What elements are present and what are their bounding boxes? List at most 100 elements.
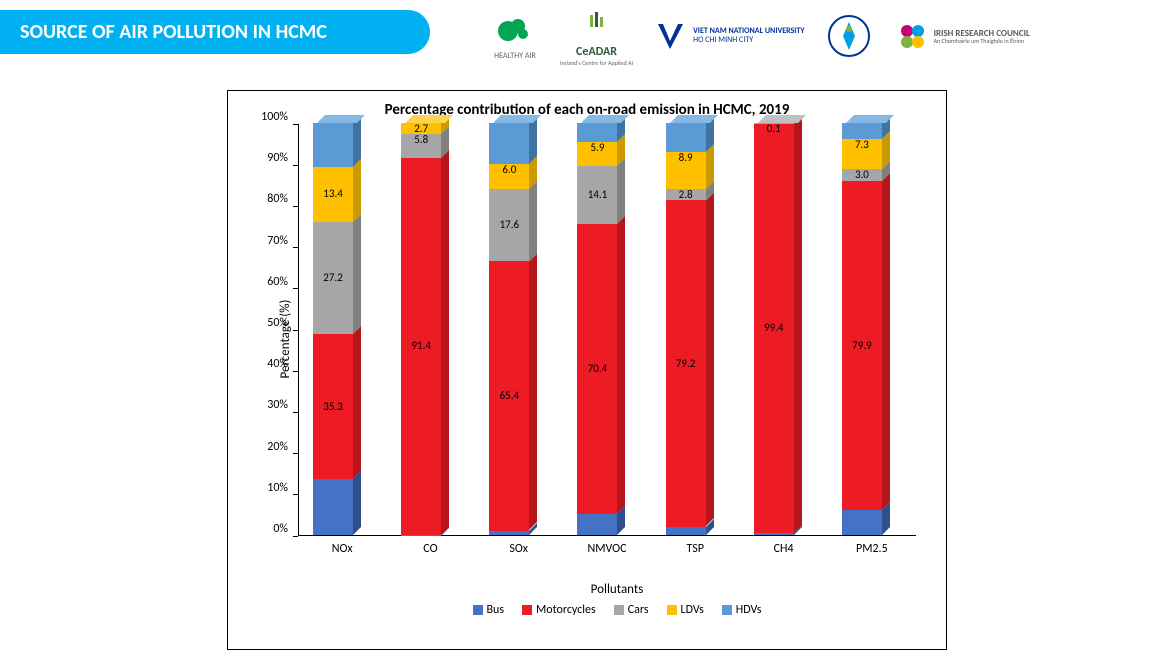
bar: 99.40.1 <box>754 124 802 535</box>
bar-segment <box>754 123 794 533</box>
bar-segment <box>666 152 706 189</box>
y-tick-label: 20% <box>267 440 288 454</box>
bar-segment <box>754 533 794 535</box>
bar-top <box>670 115 718 123</box>
y-tick-label: 30% <box>267 398 288 412</box>
bar-segment-side <box>617 216 625 514</box>
bar-segment <box>842 510 882 535</box>
logo-sublabel: An Chomhairle um Thaighde in Éirinn <box>934 38 1030 44</box>
bar-segment <box>577 514 617 535</box>
x-tick-label: NOx <box>312 542 372 556</box>
bar-segment <box>842 123 882 139</box>
bar-segment-side <box>353 159 361 222</box>
bar-segment-side <box>529 181 537 262</box>
legend-label: HDVs <box>736 603 762 617</box>
bar-segment <box>313 123 353 167</box>
bar-segment <box>401 158 441 535</box>
bar-segment <box>842 139 882 169</box>
logo-label: CeADAR <box>576 45 617 59</box>
bar-segment <box>313 167 353 222</box>
bar-group: 99.40.1 <box>754 124 814 535</box>
bar-group: 65.417.66.0 <box>489 124 549 535</box>
logo-label: HEALTHY AIR <box>494 51 536 61</box>
bar-segment-side <box>706 192 714 526</box>
legend-swatch <box>667 605 677 615</box>
bar-group: 79.22.88.9 <box>666 124 726 535</box>
x-tick-label: CH4 <box>754 542 814 556</box>
legend-swatch <box>473 605 483 615</box>
legend-label: Cars <box>628 603 649 617</box>
y-tick-label: 100% <box>261 110 288 124</box>
bar-segment <box>489 189 529 262</box>
legend-swatch <box>722 605 732 615</box>
bar: 79.93.07.3 <box>842 124 890 535</box>
x-tick-label: PM2.5 <box>842 542 902 556</box>
logo-sublabel: Ireland's Centre for Applied AI <box>560 59 633 67</box>
legend-item: Bus <box>473 603 505 617</box>
bar-segment <box>489 164 529 189</box>
logo-ceadar: CeADAR Ireland's Centre for Applied AI <box>560 5 633 67</box>
bar-group: 91.45.82.7 <box>401 124 461 535</box>
legend: BusMotorcyclesCarsLDVsHDVs <box>298 603 936 617</box>
bar-segment <box>577 166 617 224</box>
bar-top <box>493 115 541 123</box>
y-tick-label: 0% <box>273 522 288 536</box>
logo-row: HEALTHY AIR CeADAR Ireland's Centre for … <box>490 5 1030 67</box>
y-tick-label: 10% <box>267 481 288 495</box>
bar: 79.22.88.9 <box>666 124 714 535</box>
plot-area: Percentage (%) 0%10%20%30%40%50%60%70%80… <box>298 124 916 554</box>
bar: 91.45.82.7 <box>401 124 449 535</box>
x-tick-label: NMVOC <box>577 542 637 556</box>
bar-segment <box>842 181 882 510</box>
bar: 65.417.66.0 <box>489 124 537 535</box>
logo-circle <box>825 16 875 56</box>
page-title: SOURCE OF AIR POLLUTION IN HCMC <box>0 10 430 54</box>
x-tick-label: SOx <box>489 542 549 556</box>
bar-group: 70.414.15.9 <box>577 124 637 535</box>
x-tick-label: TSP <box>665 542 725 556</box>
x-axis-title: Pollutants <box>298 582 936 597</box>
y-tick-label: 90% <box>267 151 288 165</box>
bar-segment <box>577 123 617 142</box>
bar-segment <box>401 134 441 158</box>
bar-group: 79.93.07.3 <box>842 124 902 535</box>
bar-segment-side <box>617 158 625 224</box>
bar-segment-side <box>353 326 361 479</box>
bar-segment <box>666 123 706 152</box>
y-tick-label: 50% <box>267 316 288 330</box>
legend-swatch <box>522 605 532 615</box>
logo-healthy-air: HEALTHY AIR <box>490 11 540 61</box>
bar-segment <box>489 261 529 530</box>
bar-segment-side <box>529 253 537 530</box>
bar-segment <box>666 527 706 535</box>
bar-segment <box>401 123 441 134</box>
chart-container: Percentage contribution of each on-road … <box>227 90 947 650</box>
y-tick-label: 40% <box>267 357 288 371</box>
bar-top <box>758 115 806 123</box>
bar-segment-side <box>441 150 449 535</box>
logo-vnu: VIET NAM NATIONAL UNIVERSITY HO CHI MINH… <box>653 16 804 56</box>
bar-segment <box>313 222 353 334</box>
legend-item: Motorcycles <box>522 603 596 617</box>
bar-segment <box>489 531 529 535</box>
bar-segment-side <box>353 471 361 535</box>
bar: 35.327.213.4 <box>313 124 361 535</box>
bar-top <box>405 115 453 123</box>
bar-segment-side <box>882 173 890 510</box>
y-tick-label: 80% <box>267 192 288 206</box>
bar-segment <box>313 334 353 479</box>
bar-segment-side <box>353 214 361 334</box>
bar-segment <box>577 224 617 514</box>
bar-segment <box>489 123 529 164</box>
bar-top <box>846 115 894 123</box>
bar-group: 35.327.213.4 <box>313 124 373 535</box>
logo-irc: IRISH RESEARCH COUNCIL An Chomhairle um … <box>895 16 1030 56</box>
bars-region: 35.327.213.4 91.45.82.7 65.417.66.0 70.414.… <box>298 124 916 536</box>
legend-label: Bus <box>487 603 505 617</box>
header: SOURCE OF AIR POLLUTION IN HCMC HEALTHY … <box>0 0 1174 80</box>
logo-sublabel: HO CHI MINH CITY <box>693 36 804 45</box>
bar-segment <box>666 200 706 526</box>
bar-segment-side <box>794 115 802 533</box>
bar: 70.414.15.9 <box>577 124 625 535</box>
legend-label: Motorcycles <box>536 603 596 617</box>
